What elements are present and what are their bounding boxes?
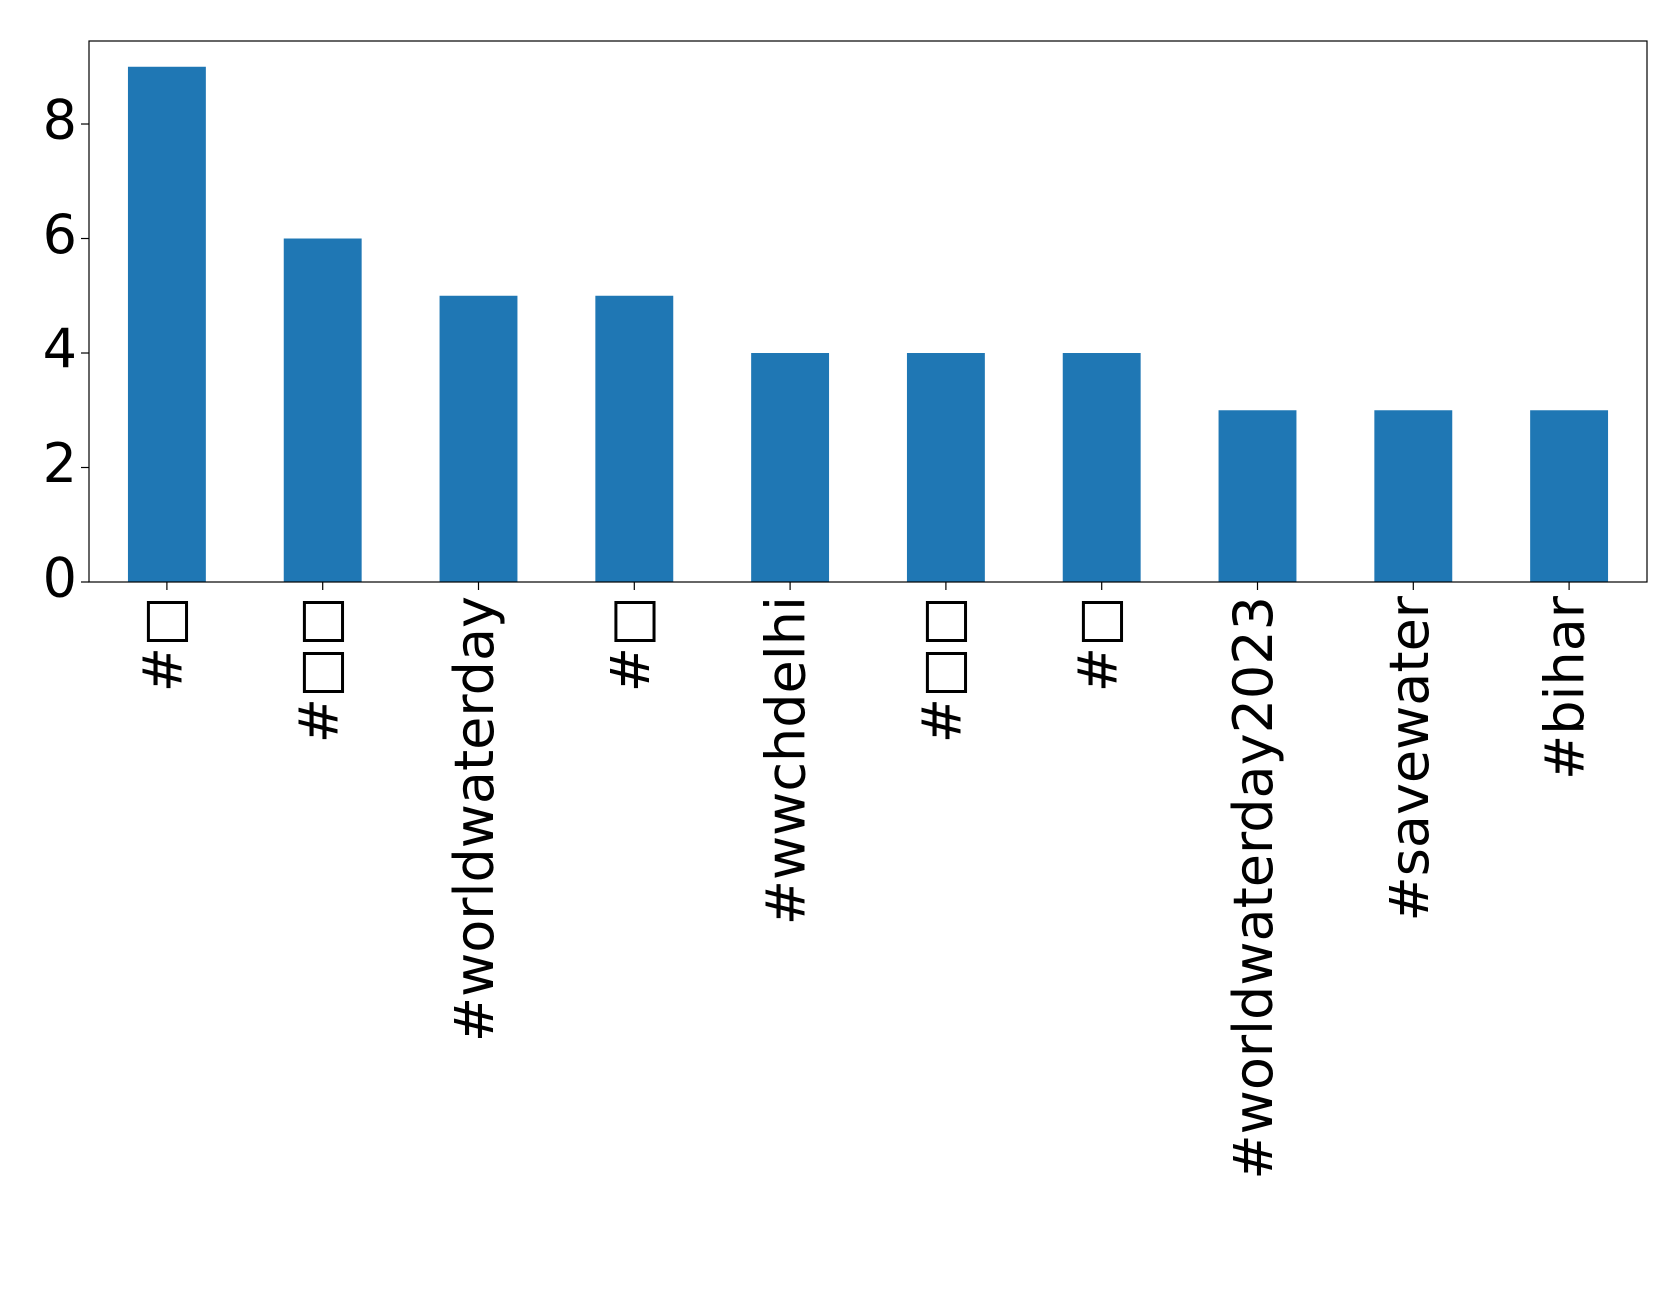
x-tick-label: #□□ bbox=[287, 596, 350, 743]
x-tick-label: #bihar bbox=[1534, 595, 1597, 780]
x-tick-label: #□ bbox=[1066, 596, 1129, 692]
plot-frame bbox=[88, 40, 1648, 583]
bar bbox=[751, 353, 830, 582]
bar bbox=[439, 295, 518, 582]
bar bbox=[906, 353, 985, 582]
bar bbox=[595, 295, 674, 582]
x-tick-label: #wwchdelhi bbox=[755, 596, 818, 925]
x-tick-label: #□ bbox=[599, 596, 662, 692]
x-tick-label: #□ bbox=[132, 596, 195, 692]
x-tick-label: #savewater bbox=[1378, 595, 1441, 921]
bar bbox=[283, 238, 362, 582]
x-tick-label: #□□ bbox=[911, 596, 974, 743]
y-tick-label: 8 bbox=[43, 89, 77, 152]
y-tick-label: 6 bbox=[43, 203, 77, 266]
bar bbox=[127, 66, 206, 582]
y-tick-label: 2 bbox=[43, 432, 77, 495]
bar bbox=[1530, 410, 1609, 582]
bar bbox=[1218, 410, 1297, 582]
bar bbox=[1062, 353, 1141, 582]
x-tick-label: #worldwaterday2023 bbox=[1222, 596, 1285, 1180]
y-tick-label: 0 bbox=[43, 547, 77, 610]
y-tick-label: 4 bbox=[43, 318, 77, 381]
bar bbox=[1374, 410, 1453, 582]
x-tick-label: #worldwaterday bbox=[443, 596, 506, 1042]
